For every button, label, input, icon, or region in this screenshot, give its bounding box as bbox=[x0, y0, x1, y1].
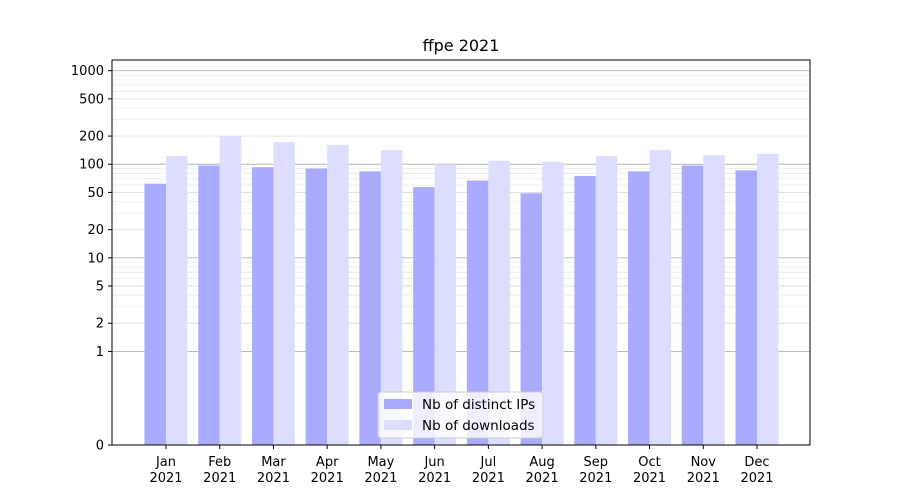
bar-downloads bbox=[219, 136, 242, 446]
x-tick-label-month: Apr bbox=[316, 455, 339, 470]
y-tick-label: 50 bbox=[87, 186, 104, 201]
x-tick-label-month: Jul bbox=[480, 455, 497, 470]
x-tick-label-month: May bbox=[367, 455, 394, 470]
bar-downloads bbox=[649, 149, 672, 445]
bar-downloads bbox=[327, 144, 349, 445]
bar-distinct-ips bbox=[681, 165, 704, 446]
bar-distinct-ips bbox=[144, 183, 166, 445]
bar-downloads bbox=[166, 156, 188, 445]
bar-distinct-ips bbox=[735, 170, 757, 445]
y-tick-label: 5 bbox=[96, 280, 104, 295]
bars bbox=[144, 136, 779, 446]
bar-distinct-ips bbox=[251, 167, 274, 446]
x-tick-label-year: 2021 bbox=[418, 471, 451, 486]
legend-box bbox=[377, 391, 544, 439]
x-tick-label-year: 2021 bbox=[687, 471, 720, 486]
legend-label: Nb of downloads bbox=[422, 418, 535, 434]
bar-downloads bbox=[434, 164, 457, 445]
bar-downloads bbox=[595, 156, 618, 445]
bar-distinct-ips bbox=[359, 171, 381, 445]
bar-distinct-ips bbox=[628, 171, 650, 445]
bar-distinct-ips bbox=[574, 175, 596, 445]
x-tick-label-year: 2021 bbox=[364, 471, 397, 486]
x-tick-label-month: Jun bbox=[423, 455, 444, 470]
bar-distinct-ips bbox=[413, 187, 435, 445]
legend: Nb of distinct IPs Nb of downloads bbox=[377, 391, 544, 439]
bar-downloads bbox=[488, 160, 510, 446]
x-tick-label-year: 2021 bbox=[472, 471, 505, 486]
y-tick-label: 20 bbox=[87, 223, 104, 238]
y-tick-label: 1 bbox=[96, 345, 104, 360]
x-tick-label-year: 2021 bbox=[579, 471, 612, 486]
x-axis: Jan2021Feb2021Mar2021Apr2021May2021Jun20… bbox=[149, 445, 774, 486]
x-tick-label-month: Mar bbox=[261, 455, 286, 470]
x-tick-label-month: Dec bbox=[744, 455, 769, 470]
bar-downloads bbox=[757, 153, 779, 446]
y-tick-label: 2 bbox=[96, 317, 104, 332]
x-tick-label-year: 2021 bbox=[149, 471, 182, 486]
x-tick-label-year: 2021 bbox=[526, 471, 559, 486]
bar-downloads bbox=[703, 155, 725, 445]
x-tick-label-year: 2021 bbox=[740, 471, 773, 486]
bar-downloads bbox=[380, 149, 403, 445]
y-axis: 0 1 2 5 10 20 50 100 200 500 1000 bbox=[71, 64, 112, 454]
bar-distinct-ips bbox=[305, 168, 328, 445]
chart-title: ffpe 2021 bbox=[423, 36, 500, 55]
bar-downloads bbox=[273, 142, 295, 445]
x-tick-label-month: Nov bbox=[691, 455, 717, 470]
y-tick-label: 0 bbox=[96, 439, 104, 454]
x-tick-label-year: 2021 bbox=[203, 471, 236, 486]
bar-distinct-ips bbox=[520, 193, 543, 445]
y-tick-label: 200 bbox=[79, 130, 104, 145]
y-tick-label: 100 bbox=[79, 158, 104, 173]
legend-swatch bbox=[384, 399, 412, 409]
x-tick-label-year: 2021 bbox=[257, 471, 290, 486]
x-tick-label-month: Jan bbox=[155, 455, 176, 470]
x-tick-label-year: 2021 bbox=[311, 471, 344, 486]
y-tick-label: 500 bbox=[79, 92, 104, 107]
legend-label: Nb of distinct IPs bbox=[422, 397, 535, 413]
y-tick-label: 10 bbox=[87, 251, 104, 266]
x-tick-label-month: Feb bbox=[208, 455, 231, 470]
bar-downloads bbox=[542, 161, 564, 445]
x-tick-label-year: 2021 bbox=[633, 471, 666, 486]
x-tick-label-month: Oct bbox=[638, 455, 660, 470]
x-tick-label-month: Aug bbox=[529, 455, 554, 470]
x-tick-label-month: Sep bbox=[584, 455, 609, 470]
y-tick-label: 1000 bbox=[71, 64, 104, 79]
plot-frame bbox=[111, 59, 811, 446]
legend-swatch bbox=[384, 420, 412, 430]
bar-distinct-ips bbox=[466, 180, 489, 446]
bar-distinct-ips bbox=[198, 165, 220, 446]
